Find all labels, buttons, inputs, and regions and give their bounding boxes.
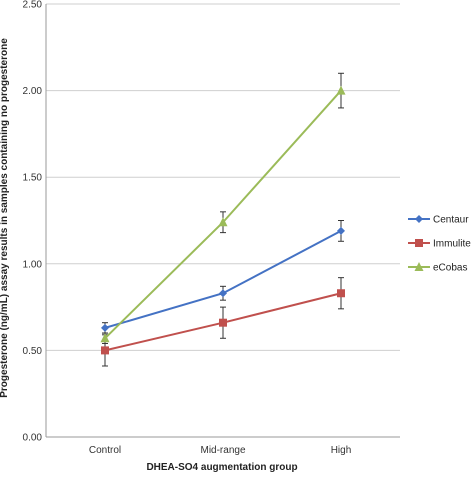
y-axis-title: Progesterone (ng/mL) assay results in sa… <box>0 38 10 398</box>
data-point-centaur <box>101 323 109 332</box>
x-axis-title: DHEA-SO4 augmentation group <box>146 462 297 473</box>
y-tick-label: 1.50 <box>23 173 43 184</box>
data-point-immulite <box>101 346 109 355</box>
data-point-centaur <box>219 289 227 298</box>
legend-item-ecobas: eCobas <box>408 262 467 274</box>
series-immulite <box>101 277 345 367</box>
legend-item-centaur: Centaur <box>408 215 469 226</box>
data-point-ecobas <box>100 333 110 343</box>
y-tick-label: 1.00 <box>23 259 43 270</box>
data-point-ecobas <box>336 85 346 95</box>
series-ecobas <box>100 72 346 344</box>
legend-label: Immulite <box>433 239 471 250</box>
y-tick-label: 0.00 <box>23 433 43 444</box>
y-tick-label: 2.00 <box>23 86 43 97</box>
x-tick-label: Control <box>89 445 121 456</box>
legend-marker-ecobas <box>414 262 424 271</box>
axes: 0.00 0.50 1.00 1.50 2.00 2.50 Control Mid-range… <box>23 0 400 456</box>
data-point-immulite <box>337 289 345 298</box>
legend-item-immulite: Immulite <box>408 239 471 250</box>
y-tick-label: 2.50 <box>23 0 43 11</box>
data-point-ecobas <box>218 217 228 227</box>
x-tick-label: High <box>331 445 352 456</box>
legend-label: Centaur <box>433 215 469 226</box>
legend-marker-immulite <box>415 239 423 247</box>
data-point-centaur <box>337 226 345 235</box>
legend-marker-centaur <box>415 215 423 223</box>
y-tick-label: 0.50 <box>23 346 43 357</box>
series-group <box>100 72 346 367</box>
legend-label: eCobas <box>433 263 467 274</box>
data-point-immulite <box>219 318 227 327</box>
x-tick-label: Mid-range <box>200 445 245 456</box>
legend: Centaur Immulite eCobas <box>408 215 471 274</box>
